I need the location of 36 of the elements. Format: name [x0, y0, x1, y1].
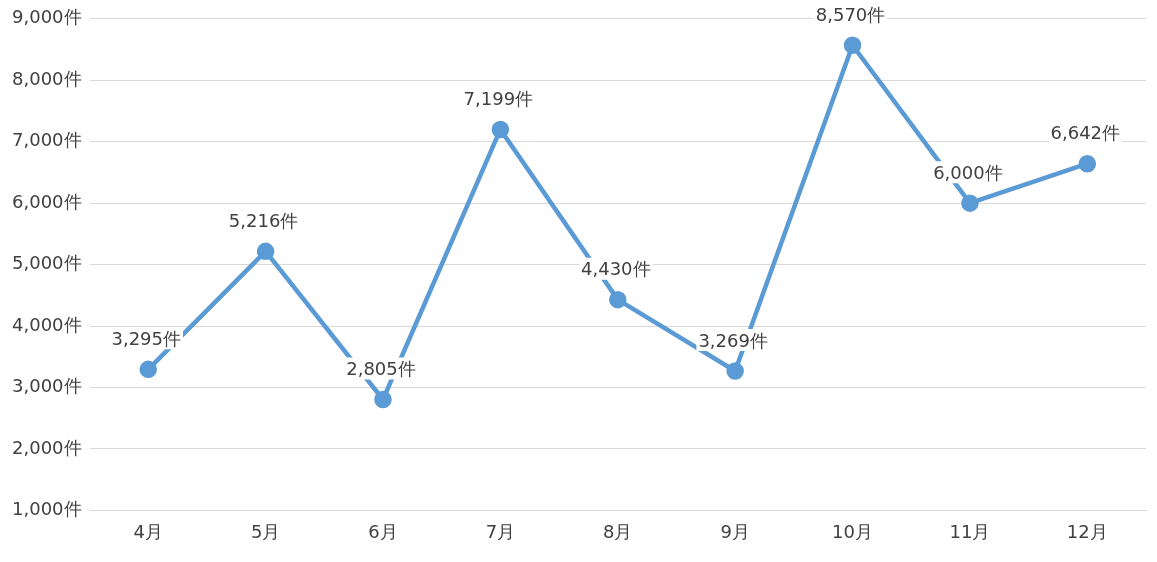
- x-tick-label: 7月: [485, 520, 516, 542]
- data-label: 3,295件: [111, 328, 181, 350]
- point: [843, 36, 862, 54]
- y-tick-label: 4,000件: [12, 313, 82, 335]
- point: [1078, 154, 1097, 173]
- x-tick-label: 6月: [368, 520, 398, 542]
- y-tick-label: 5,000件: [12, 252, 82, 274]
- data-label: 6,000件: [933, 161, 1003, 183]
- x-tick-label: 12月: [1066, 520, 1108, 542]
- y-tick-label: 8,000件: [12, 67, 82, 89]
- data-label: 6,642件: [1050, 122, 1121, 144]
- data-label: 2,805件: [346, 358, 416, 380]
- data-label: 5,216件: [228, 210, 299, 231]
- point: [609, 290, 627, 309]
- data-label: 8,570件: [815, 3, 886, 25]
- y-tick-label: 2,000件: [12, 436, 82, 458]
- point: [961, 194, 979, 212]
- data-label: 3,269件: [698, 329, 768, 351]
- y-tick-label: 7,000件: [12, 129, 82, 151]
- y-tick-label: 1,000件: [12, 498, 82, 520]
- x-tick-label: 11月: [949, 520, 991, 542]
- y-tick-label: 6,000件: [12, 190, 82, 212]
- point: [374, 390, 392, 409]
- x-tick-label: 8月: [603, 520, 633, 542]
- x-tick-label: 5月: [250, 520, 281, 542]
- x-tick-label: 4月: [133, 520, 163, 542]
- y-tick-label: 9,000件: [12, 6, 82, 28]
- point: [256, 242, 275, 261]
- x-tick-label: 10月: [832, 520, 873, 542]
- x-tick-label: 9月: [720, 520, 750, 542]
- data-label: 7,199件: [463, 88, 534, 110]
- point: [491, 120, 510, 139]
- point: [726, 362, 744, 380]
- point: [139, 360, 157, 379]
- y-tick-label: 3,000件: [12, 375, 82, 397]
- data-label: 4,430件: [581, 258, 651, 280]
